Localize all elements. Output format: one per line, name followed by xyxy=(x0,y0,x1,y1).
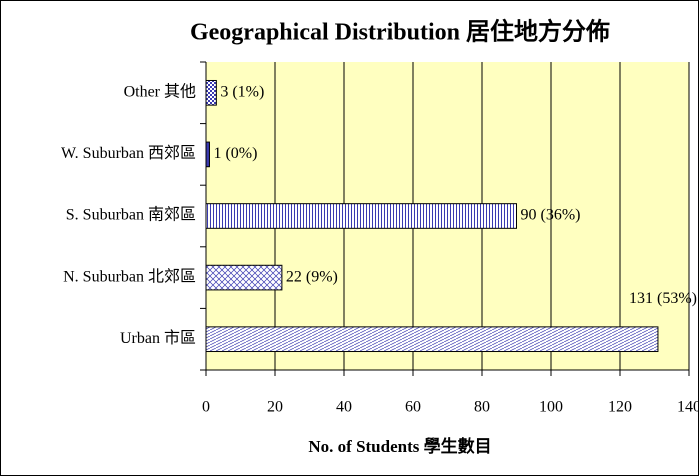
x-tick-label: 100 xyxy=(539,399,563,416)
bar xyxy=(205,203,517,229)
y-tick-label: Other 其他 xyxy=(124,82,196,100)
data-label: 3 (1%) xyxy=(220,83,264,100)
bar xyxy=(205,264,283,291)
y-tick-label: W. Suburban 西郊區 xyxy=(61,144,196,162)
bar xyxy=(205,141,210,168)
x-tick-label: 20 xyxy=(267,399,283,416)
chart-title: Geographical Distribution 居住地方分佈 xyxy=(190,18,610,46)
y-tick-label: Urban 市區 xyxy=(120,329,196,347)
bar xyxy=(205,326,659,353)
x-tick-label: 120 xyxy=(608,399,632,416)
y-tick-label: N. Suburban 北郊區 xyxy=(63,267,196,285)
x-tick-label: 60 xyxy=(405,399,421,416)
y-tick-label: S. Suburban 南郊區 xyxy=(66,206,196,224)
data-label: 90 (36%) xyxy=(521,207,581,224)
x-tick-label: 40 xyxy=(336,399,352,416)
x-axis-title: No. of Students 學生數目 xyxy=(308,436,491,456)
x-tick-label: 80 xyxy=(474,399,490,416)
data-label: 131 (53%) xyxy=(629,290,697,307)
data-label: 1 (0%) xyxy=(213,145,257,162)
data-label: 22 (9%) xyxy=(286,268,338,285)
x-tick-label: 140 xyxy=(677,399,699,416)
x-tick-label: 0 xyxy=(202,399,210,416)
bar xyxy=(205,79,217,106)
